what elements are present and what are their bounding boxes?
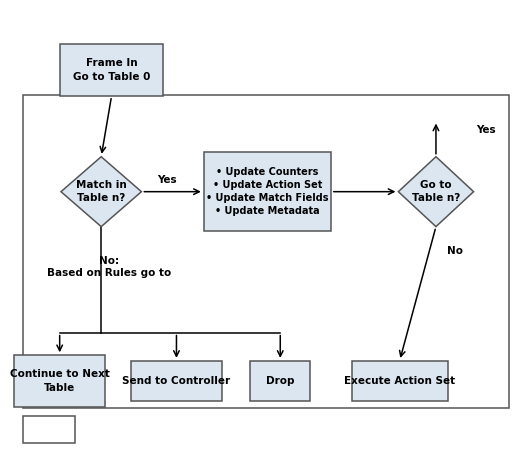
Text: Match in
Table n?: Match in Table n?	[76, 180, 127, 203]
Text: No: No	[447, 246, 463, 257]
Bar	[23, 416, 75, 443]
Bar	[352, 361, 447, 401]
Bar	[203, 152, 331, 231]
Polygon shape	[61, 157, 141, 227]
Text: Frame In
Go to Table 0: Frame In Go to Table 0	[73, 58, 151, 82]
Bar	[131, 361, 222, 401]
Bar	[251, 361, 310, 401]
Text: Drop: Drop	[266, 376, 294, 386]
Text: Execute Action Set: Execute Action Set	[344, 376, 455, 386]
Text: No:
Based on Rules go to: No: Based on Rules go to	[47, 256, 171, 277]
Bar	[60, 44, 163, 96]
Polygon shape	[399, 157, 473, 227]
Bar	[23, 95, 509, 408]
Bar	[15, 355, 105, 407]
Text: • Update Counters
• Update Action Set
• Update Match Fields
• Update Metadata: • Update Counters • Update Action Set • …	[206, 167, 329, 216]
Text: Continue to Next
Table: Continue to Next Table	[10, 369, 110, 393]
Text: Send to Controller: Send to Controller	[122, 376, 230, 386]
Text: Go to
Table n?: Go to Table n?	[412, 180, 460, 203]
Text: Yes: Yes	[158, 175, 177, 185]
Text: Yes: Yes	[476, 124, 496, 135]
